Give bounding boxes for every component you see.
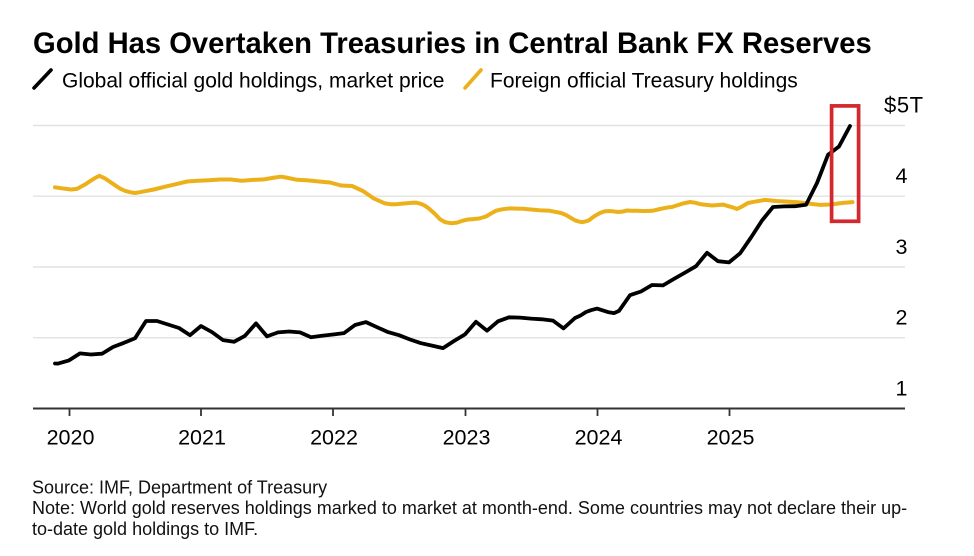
svg-text:1: 1 [896,376,908,400]
svg-text:Global official gold holdings,: Global official gold holdings, market pr… [62,70,444,93]
svg-text:2023: 2023 [443,425,491,449]
svg-text:Source: IMF, Department of Tre: Source: IMF, Department of Treasury [32,477,327,497]
svg-text:3: 3 [896,235,908,259]
svg-text:Foreign official Treasury hold: Foreign official Treasury holdings [490,70,798,93]
svg-text:$5T: $5T [884,92,924,117]
svg-text:2022: 2022 [310,425,358,449]
svg-text:Gold Has Overtaken Treasuries: Gold Has Overtaken Treasuries in Central… [33,28,872,60]
svg-text:2024: 2024 [575,425,623,449]
svg-text:2020: 2020 [47,425,95,449]
svg-text:2021: 2021 [178,425,226,449]
svg-text:4: 4 [896,164,908,188]
svg-text:2: 2 [896,306,908,330]
svg-text:to-date gold holdings to IMF.: to-date gold holdings to IMF. [32,519,258,539]
svg-text:2025: 2025 [707,425,755,449]
svg-text:Note: World gold reserves hold: Note: World gold reserves holdings marke… [32,498,907,518]
